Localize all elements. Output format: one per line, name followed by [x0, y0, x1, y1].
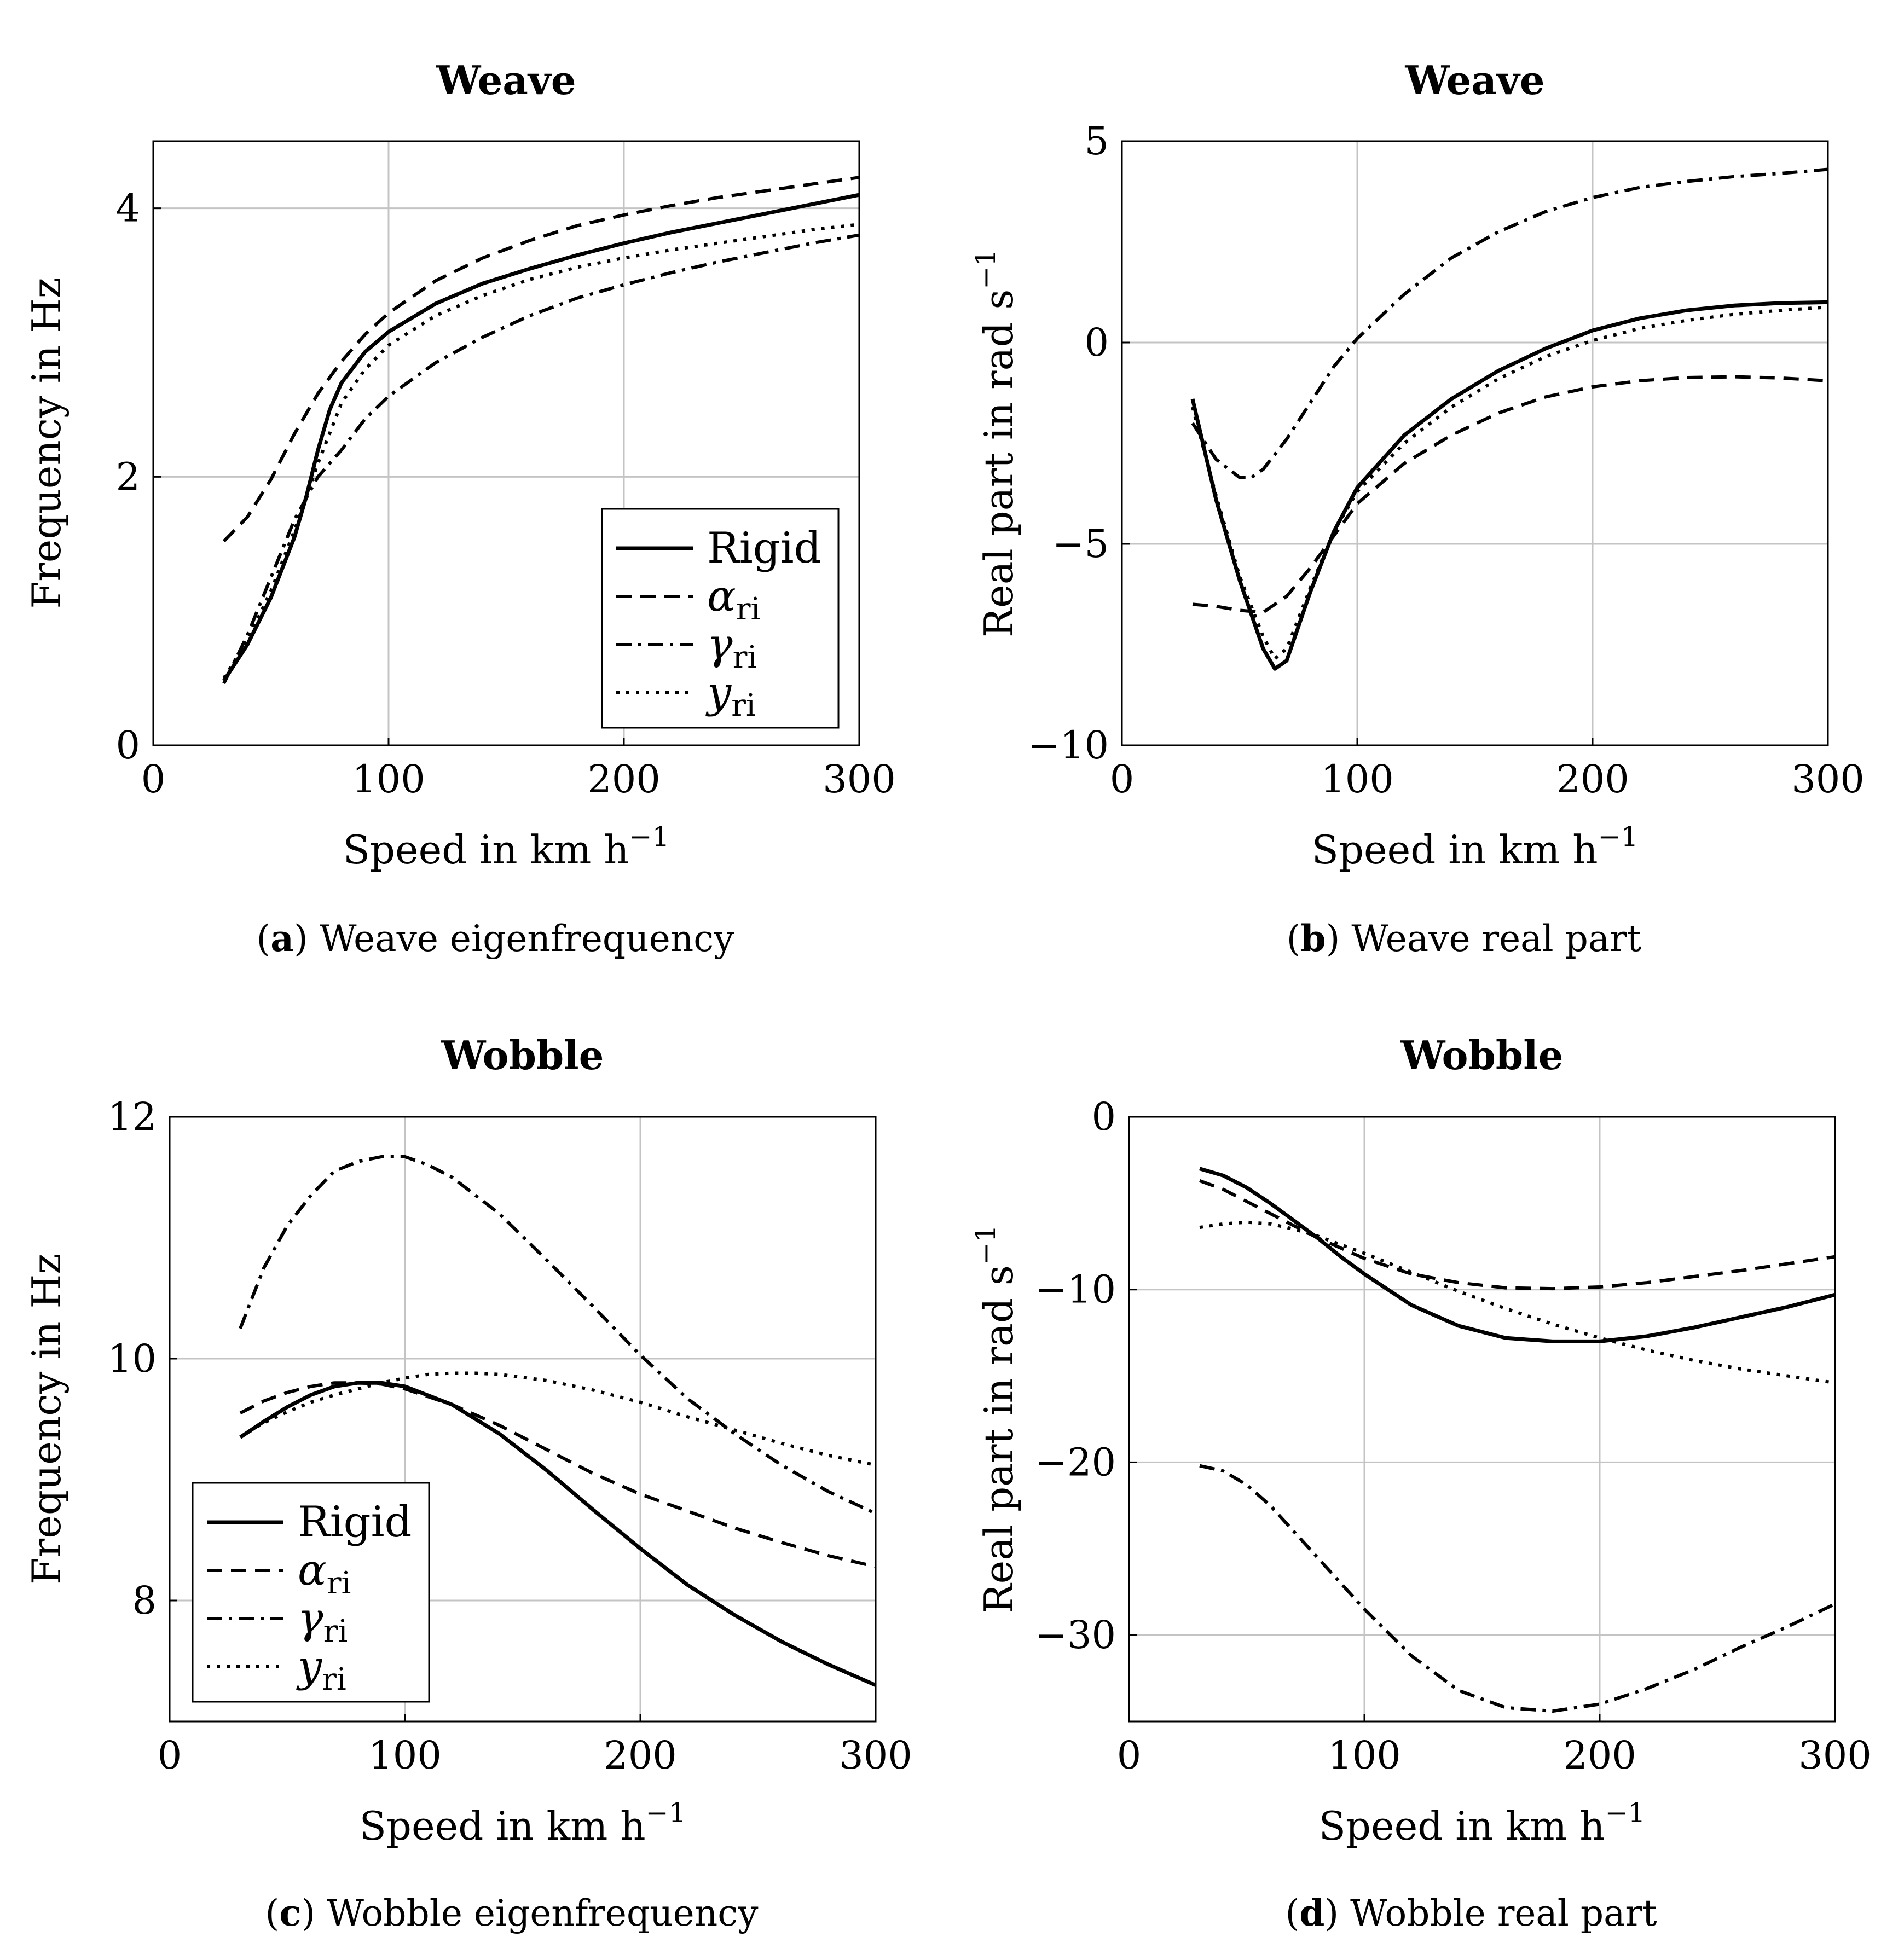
panel-caption: (a) Weave eigenfrequency: [256, 917, 734, 960]
series-line-dashed: [222, 176, 860, 543]
y-tick-label: 0: [1084, 320, 1109, 365]
chart-title: Wobble: [441, 1032, 604, 1079]
y-tick-label: −10: [1028, 723, 1109, 768]
y-tick-label: −10: [1035, 1267, 1116, 1312]
x-tick-label: 200: [587, 757, 661, 802]
x-axis-label: Speed in km h−1: [343, 821, 670, 873]
y-tick-label: −20: [1035, 1440, 1116, 1485]
x-tick-label: 100: [1321, 757, 1394, 802]
y-axis-label: Frequency in Hz: [24, 277, 70, 608]
legend-entry-label: yri: [296, 1642, 346, 1697]
chart-svg: 0 100 200 300 −10 −5 0 5 Weave Speed in km h−1 Rea…: [970, 57, 1865, 960]
y-tick-label: 8: [132, 1578, 157, 1623]
x-tick-label: 300: [839, 1733, 912, 1778]
series-line-dashdot: [1191, 167, 1828, 479]
x-tick-label: 200: [1556, 757, 1629, 802]
x-tick-label: 100: [368, 1733, 442, 1778]
legend-entry-label: γri: [298, 1594, 348, 1649]
series-line-dotted: [1191, 305, 1828, 660]
chart-svg: 0 100 200 300 8 10 12 Wobble Speed in km h−1 Freq…: [24, 1032, 912, 1934]
y-tick-label: 10: [108, 1336, 157, 1381]
panel-wobble-eigenfrequency: 0 100 200 300 8 10 12 Wobble Speed in km h−1 Freq…: [0, 976, 952, 1952]
x-tick-label: 300: [823, 757, 896, 802]
x-axis-label: Speed in km h−1: [1312, 821, 1639, 873]
y-tick-label: 5: [1084, 119, 1109, 164]
chart-title: Wobble: [1400, 1032, 1564, 1079]
series-line-dotted: [1199, 1220, 1836, 1385]
y-tick-label: −30: [1035, 1613, 1116, 1657]
panel-wobble-real-part: 0 100 200 300 −30 −20 −10 0 Wobble Speed in km h−…: [952, 976, 1904, 1952]
series-line-solid: [222, 193, 860, 682]
panel-weave-eigenfrequency: 0 100 200 300 0 2 4 Weave Speed in km h−1 Frequen…: [0, 0, 952, 976]
panel-caption: (d) Wobble real part: [1285, 1892, 1657, 1934]
series-line-dashed: [1199, 1179, 1836, 1291]
series-line-dotted: [222, 223, 860, 679]
y-axis-label: Real part in rad s−1: [970, 249, 1022, 637]
x-tick-label: 0: [1117, 1733, 1142, 1778]
x-tick-label: 100: [352, 757, 425, 802]
series-line-dashdot: [239, 1155, 877, 1515]
x-tick-label: 0: [158, 1733, 182, 1778]
y-axis-label: Frequency in Hz: [24, 1254, 70, 1585]
x-tick-label: 200: [1563, 1733, 1636, 1778]
plot-frame: [1121, 140, 1829, 746]
series-line-dashed: [1192, 375, 1828, 614]
plot-frame: [152, 140, 860, 746]
series-line-dashdot: [1199, 1464, 1836, 1713]
x-axis-label: Speed in km h−1: [1319, 1797, 1646, 1849]
x-tick-label: 100: [1328, 1733, 1401, 1778]
y-tick-label: 2: [115, 454, 140, 499]
series-line-dashdot: [222, 233, 860, 685]
chart-svg: 0 100 200 300 0 2 4 Weave Speed in km h−1 Frequen…: [24, 57, 896, 960]
legend-entry-label: Rigid: [298, 1498, 412, 1547]
panel-caption: (c) Wobble eigenfrequency: [265, 1892, 759, 1934]
series-line-dotted: [239, 1371, 876, 1467]
series-line-dashed: [239, 1381, 876, 1569]
y-tick-label: −5: [1052, 521, 1109, 566]
x-tick-label: 300: [1798, 1733, 1872, 1778]
series-line-solid: [1190, 300, 1828, 671]
y-tick-label: 0: [115, 723, 140, 768]
legend-entry-label: γri: [707, 620, 757, 675]
chart-title: Weave: [436, 57, 576, 103]
legend-entry-label: Rigid: [707, 524, 821, 573]
panel-weave-real-part: 0 100 200 300 −10 −5 0 5 Weave Speed in km h−1 Rea…: [952, 0, 1904, 976]
x-tick-label: 200: [604, 1733, 677, 1778]
x-tick-label: 0: [141, 757, 166, 802]
legend-entry-label: yri: [705, 668, 756, 723]
plot-frame: [169, 1116, 877, 1723]
y-axis-label: Real part in rad s−1: [970, 1225, 1022, 1613]
x-axis-label: Speed in km h−1: [360, 1797, 686, 1849]
y-tick-label: 4: [115, 186, 140, 231]
legend-box: [192, 1482, 430, 1703]
series-line-solid: [1199, 1167, 1836, 1343]
chart-svg: 0 100 200 300 −30 −20 −10 0 Wobble Speed in km h−…: [970, 1032, 1872, 1934]
x-tick-label: 300: [1791, 757, 1865, 802]
y-tick-label: 12: [108, 1094, 157, 1139]
legend-box: [601, 508, 840, 729]
x-tick-label: 0: [1110, 757, 1135, 802]
legend-entry-label: αri: [298, 1546, 351, 1601]
series-line-solid: [239, 1381, 877, 1687]
chart-title: Weave: [1404, 57, 1544, 103]
y-tick-label: 0: [1091, 1094, 1116, 1139]
plot-frame: [1128, 1116, 1836, 1723]
legend-entry-label: αri: [707, 572, 760, 627]
panel-caption: (b) Weave real part: [1287, 917, 1642, 960]
